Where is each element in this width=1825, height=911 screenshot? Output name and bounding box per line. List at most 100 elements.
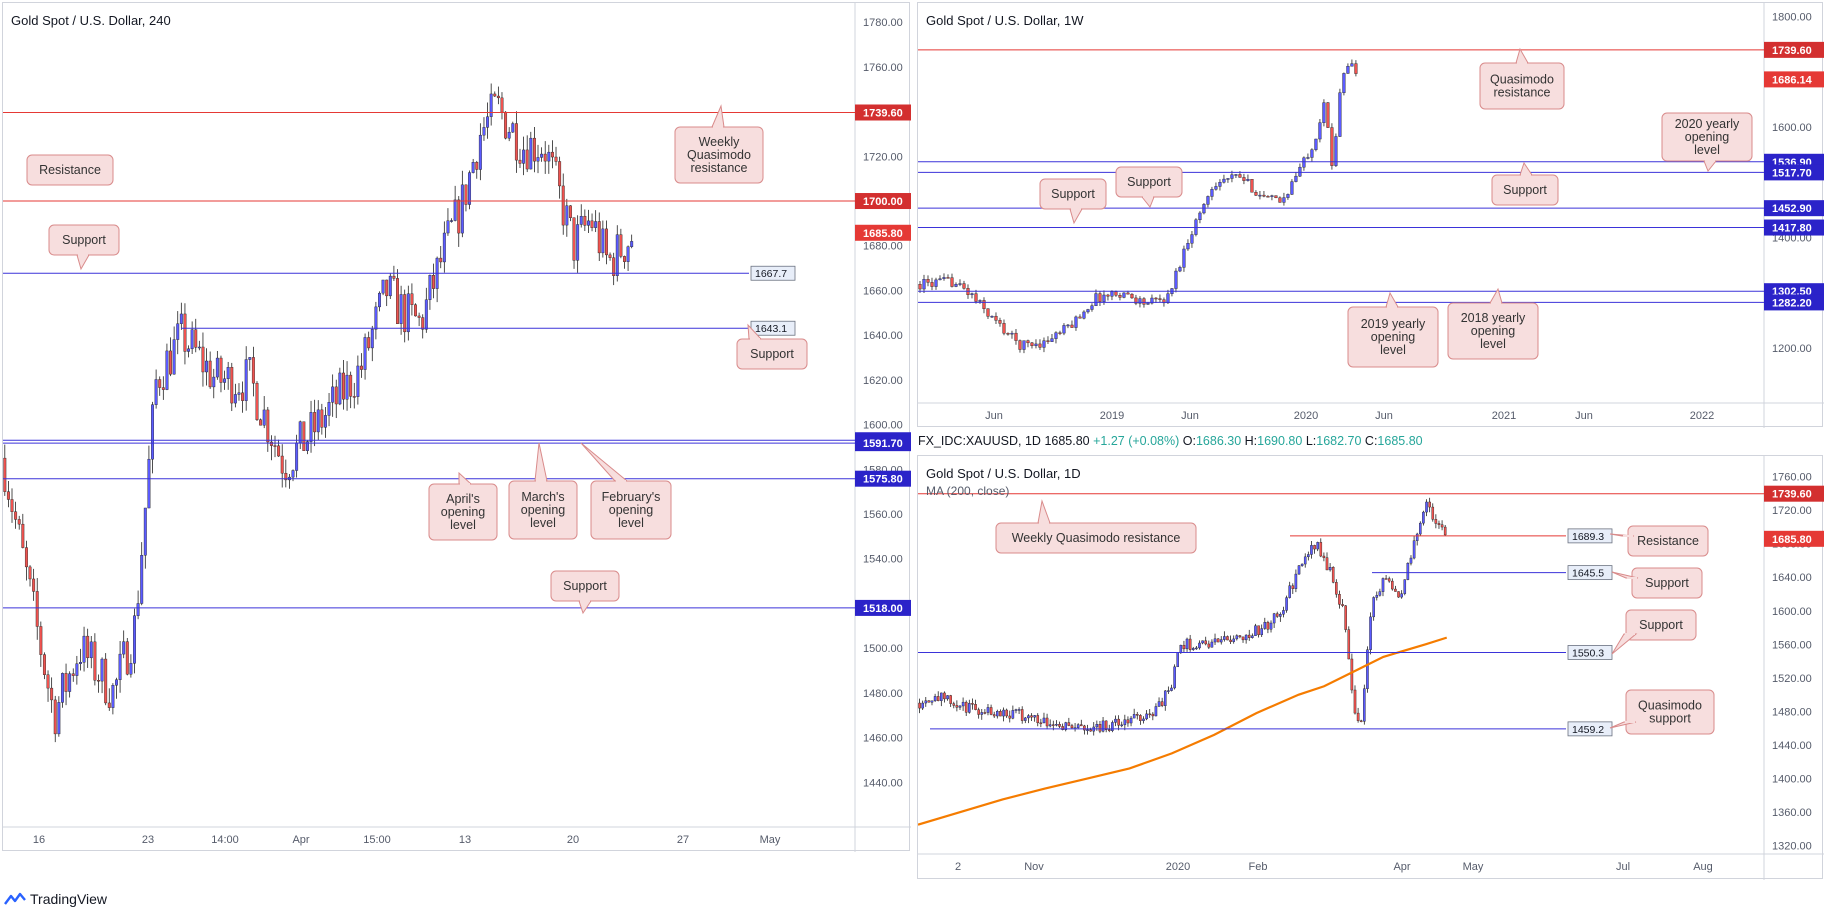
candle-body (1266, 196, 1270, 198)
candle-body (1229, 639, 1232, 642)
candle-body (1257, 625, 1260, 636)
candle-body (1397, 591, 1400, 598)
y-tick-label: 1660.00 (863, 285, 903, 297)
price-axis-badge (1764, 164, 1824, 181)
candle-body (349, 374, 353, 397)
price-axis-badge (1764, 219, 1824, 236)
candle-body (381, 279, 385, 294)
y-tick-label: 1500.00 (863, 643, 903, 655)
candle-body (1206, 196, 1210, 205)
callout-label-line: opening (441, 505, 486, 519)
candle-body (414, 304, 417, 317)
callout-label-line: Support (1127, 175, 1171, 189)
candle-body (615, 234, 619, 276)
candle-body (590, 220, 594, 228)
candle-body (223, 378, 227, 383)
h4-chart-svg[interactable]: 1780.001760.001740.001720.001700.001680.… (3, 3, 911, 852)
candle-body (926, 279, 930, 283)
candle-body (1242, 177, 1246, 181)
candle-body (970, 293, 974, 295)
annotation-callout: Quasimodo resistance (1479, 47, 1565, 110)
callout-box (1627, 525, 1709, 557)
candle-body (442, 232, 446, 263)
candle-body (1055, 724, 1058, 726)
candle-body (345, 374, 349, 400)
candle-body (1142, 718, 1145, 721)
candle-body (1033, 715, 1036, 718)
candle-body (1244, 634, 1248, 641)
level-tag-label: 1645.5 (1572, 568, 1604, 580)
candle-body (244, 359, 248, 401)
candle-body (950, 277, 954, 287)
candle-body (1310, 545, 1313, 555)
candle-body (525, 149, 529, 170)
ohlc-high: 1690.80 (1257, 434, 1303, 448)
candle-body (24, 547, 28, 568)
candle-body (341, 372, 345, 400)
candle-body (1356, 712, 1360, 721)
candle-body (1130, 293, 1134, 299)
annotation-callout: Support (1611, 567, 1703, 599)
candle-body (1151, 713, 1155, 717)
candle-body (936, 696, 940, 701)
annotation-callout: Resistance (1609, 525, 1709, 557)
candle-body (1135, 714, 1139, 716)
d1-chart-svg[interactable]: 1760.001720.001680.001640.001600.001560.… (918, 456, 1824, 880)
callout-label-line: 2019 yearly (1361, 317, 1426, 331)
candle-body (1089, 729, 1092, 732)
candle-body (1048, 724, 1052, 727)
candle-body (284, 472, 288, 481)
candle-body (1173, 666, 1176, 689)
candle-body (1182, 248, 1186, 268)
candle-body (1160, 701, 1164, 706)
candle-body (921, 702, 924, 709)
callout-label: Resistance (39, 163, 101, 177)
price-axis-badge-label: 1452.90 (1772, 203, 1812, 215)
candle-body (918, 284, 922, 290)
y-tick-label: 1400.00 (1772, 774, 1812, 786)
candle-body (1387, 578, 1391, 582)
candle-body (1002, 323, 1006, 334)
chart-panel-h4[interactable]: 1780.001760.001740.001720.001700.001680.… (2, 2, 911, 852)
candle-body (1014, 332, 1018, 341)
candle-body (475, 162, 479, 170)
candle-body (100, 658, 104, 682)
x-tick-label: Jun (1181, 410, 1199, 422)
candle-body (133, 615, 136, 664)
candle-body (1008, 715, 1012, 719)
candle-body (35, 591, 39, 627)
y-tick-label: 1620.00 (863, 375, 903, 387)
candle-body (107, 702, 111, 708)
candle-body (1123, 719, 1127, 726)
candle-body (1132, 714, 1136, 719)
candle-body (1262, 194, 1266, 197)
callout-box (590, 480, 672, 540)
price-axis-badge (855, 435, 911, 452)
callout-pointer (1611, 633, 1638, 655)
callout-label-line: Quasimodo (687, 148, 751, 162)
x-tick-label: May (760, 834, 781, 846)
candle-body (1216, 638, 1220, 643)
candle-body (1286, 194, 1290, 198)
candle-body (1279, 614, 1282, 617)
candle-body (352, 396, 356, 398)
candle-body (1178, 267, 1182, 272)
candle-body (194, 329, 198, 348)
chart-panel-w1[interactable]: 1800.00 1600.00 1400.00 1200.00 Jun 2019 Jun 20… (917, 2, 1824, 428)
annotation-callout: Support (48, 224, 120, 271)
callout-label: Quasimodo support (1638, 699, 1702, 726)
candle-body (619, 234, 623, 257)
candle-body (1094, 293, 1098, 306)
candle-body (1347, 629, 1351, 660)
candle-body (1316, 542, 1319, 550)
candle-body (1338, 594, 1341, 605)
chart-panel-d1[interactable]: 1760.001720.001680.001640.001600.001560.… (917, 455, 1824, 880)
candle-body (374, 306, 378, 330)
candle-body (1002, 709, 1005, 717)
callout-label-line: opening (1471, 324, 1516, 338)
callout-pointer (1515, 47, 1529, 64)
callout-label-line: level (618, 516, 644, 530)
candle-body (1157, 701, 1161, 707)
annotation-callout: Support (1115, 166, 1183, 208)
